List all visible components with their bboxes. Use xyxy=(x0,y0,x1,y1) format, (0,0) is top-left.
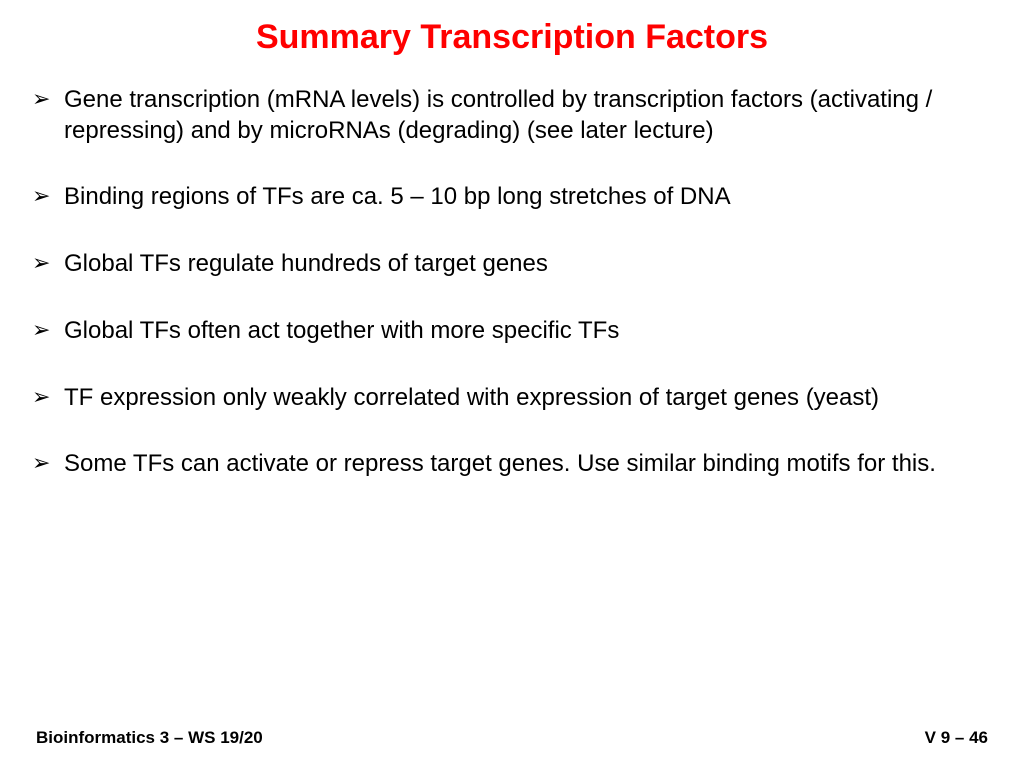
bullet-text: Binding regions of TFs are ca. 5 – 10 bp… xyxy=(64,183,731,210)
bullet-text: Global TFs often act together with more … xyxy=(64,317,619,344)
bullet-text: Some TFs can activate or repress target … xyxy=(64,450,936,477)
list-item: Binding regions of TFs are ca. 5 – 10 bp… xyxy=(30,182,994,213)
slide: Summary Transcription Factors Gene trans… xyxy=(0,0,1024,768)
list-item: Global TFs regulate hundreds of target g… xyxy=(30,249,994,280)
list-item: Some TFs can activate or repress target … xyxy=(30,449,994,480)
slide-footer: Bioinformatics 3 – WS 19/20 V 9 – 46 xyxy=(0,728,1024,748)
list-item: Gene transcription (mRNA levels) is cont… xyxy=(30,85,994,146)
list-item: Global TFs often act together with more … xyxy=(30,316,994,347)
slide-title: Summary Transcription Factors xyxy=(30,18,994,57)
bullet-text: Global TFs regulate hundreds of target g… xyxy=(64,250,548,277)
list-item: TF expression only weakly correlated wit… xyxy=(30,383,994,414)
bullet-text: TF expression only weakly correlated wit… xyxy=(64,384,879,411)
bullet-list: Gene transcription (mRNA levels) is cont… xyxy=(30,85,994,480)
footer-left: Bioinformatics 3 – WS 19/20 xyxy=(36,728,263,748)
footer-right: V 9 – 46 xyxy=(925,728,988,748)
bullet-text: Gene transcription (mRNA levels) is cont… xyxy=(64,86,932,144)
